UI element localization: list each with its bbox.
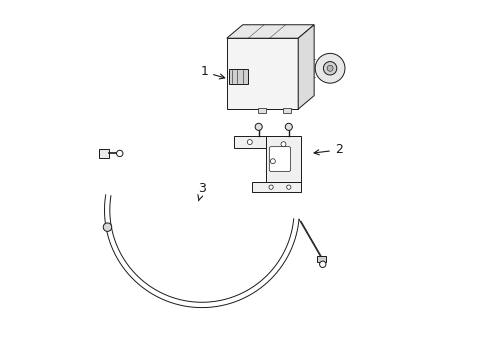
Bar: [228, 68, 247, 85]
Bar: [99, 149, 109, 158]
Polygon shape: [251, 183, 301, 192]
Polygon shape: [233, 136, 265, 148]
Circle shape: [315, 53, 344, 83]
Polygon shape: [298, 25, 313, 109]
Circle shape: [319, 261, 325, 267]
Circle shape: [268, 185, 273, 189]
Text: 1: 1: [200, 66, 224, 79]
Polygon shape: [226, 25, 313, 38]
Circle shape: [103, 223, 111, 231]
Circle shape: [247, 140, 252, 145]
Circle shape: [255, 123, 262, 130]
Polygon shape: [226, 38, 298, 109]
FancyBboxPatch shape: [269, 147, 290, 171]
Circle shape: [116, 150, 122, 157]
Bar: [282, 108, 291, 113]
Circle shape: [326, 65, 332, 71]
Circle shape: [286, 185, 290, 189]
Bar: [316, 256, 325, 262]
Bar: [258, 108, 266, 113]
Text: 2: 2: [313, 143, 342, 156]
Circle shape: [270, 159, 275, 164]
Circle shape: [281, 142, 285, 147]
Polygon shape: [265, 136, 301, 183]
Text: 3: 3: [198, 183, 206, 201]
Circle shape: [323, 62, 336, 75]
Circle shape: [285, 123, 292, 130]
